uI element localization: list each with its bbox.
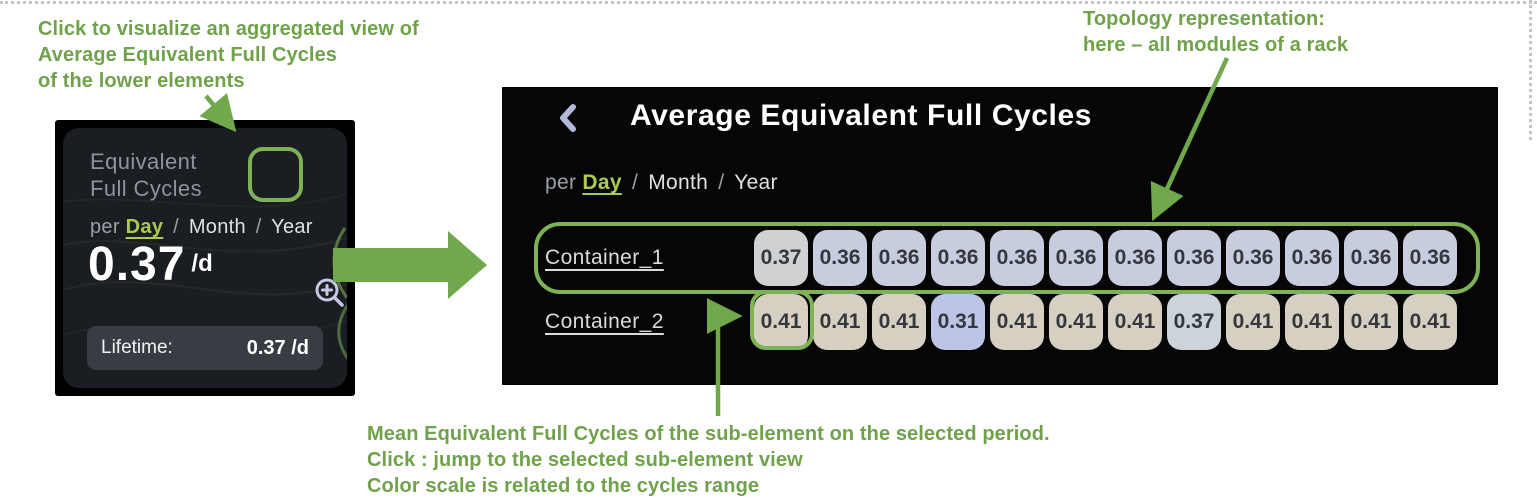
module-cell[interactable]: 0.36: [1049, 230, 1103, 286]
container-link[interactable]: Container_1: [545, 246, 664, 269]
module-cell[interactable]: 0.41: [1344, 294, 1398, 350]
module-cell[interactable]: 0.36: [813, 230, 867, 286]
annotation-topology: Topology representation: here – all modu…: [1083, 8, 1349, 56]
module-cell[interactable]: 0.41: [1226, 294, 1280, 350]
period-year-link[interactable]: Year: [734, 171, 778, 194]
detail-panel: Average Equivalent Full Cycles per Day /…: [502, 87, 1498, 385]
topology-row: Container_2 0.41 0.41 0.41 0.31 0.41 0.41 0.41 0…: [545, 294, 1457, 350]
module-cell[interactable]: 0.36: [990, 230, 1044, 286]
module-cell[interactable]: 0.41: [1285, 294, 1339, 350]
module-cell[interactable]: 0.36: [1167, 230, 1221, 286]
module-cell[interactable]: 0.41: [1049, 294, 1103, 350]
module-cell[interactable]: 0.36: [1226, 230, 1280, 286]
module-cell[interactable]: 0.36: [931, 230, 985, 286]
module-cell[interactable]: 0.41: [990, 294, 1044, 350]
module-cell[interactable]: 0.37: [1167, 294, 1221, 350]
topology-row: Container_1 0.37 0.36 0.36 0.36 0.36 0.36 0.36 0…: [545, 230, 1457, 286]
module-cell[interactable]: 0.41: [1403, 294, 1457, 350]
module-cell[interactable]: 0.36: [1108, 230, 1162, 286]
period-month-link[interactable]: Month: [648, 171, 709, 194]
period-prefix: per: [545, 171, 577, 194]
kpi-card: Equivalent Full Cycles per Day / Month /…: [55, 120, 355, 396]
kpi-card-surface: Equivalent Full Cycles per Day / Month /…: [63, 128, 347, 388]
card-title: Equivalent Full Cycles: [90, 149, 202, 201]
panel-title: Average Equivalent Full Cycles: [630, 99, 1093, 132]
card-period-selector: per Day / Month / Year: [90, 216, 313, 238]
slide-edge-right: [1529, 0, 1532, 140]
topology-rows: Container_1 0.37 0.36 0.36 0.36 0.36 0.36 0.36 0…: [545, 230, 1457, 358]
kpi-unit: /d: [191, 250, 213, 277]
zoom-icon-callout-ring: [248, 147, 303, 202]
module-cell[interactable]: 0.41: [754, 294, 808, 350]
kpi-number: 0.37: [88, 238, 186, 291]
container-link[interactable]: Container_2: [545, 310, 664, 333]
big-arrow: [333, 231, 487, 299]
lifetime-value: 0.37 /d: [246, 336, 309, 359]
module-cell[interactable]: 0.36: [1285, 230, 1339, 286]
period-prefix: per: [90, 216, 120, 238]
module-cell[interactable]: 0.37: [754, 230, 808, 286]
module-cell[interactable]: 0.36: [872, 230, 926, 286]
module-cell[interactable]: 0.36: [1344, 230, 1398, 286]
kpi-value: 0.37 /d: [88, 238, 213, 292]
panel-period-selector: per Day / Month / Year: [545, 171, 778, 194]
annotation-mean-cycles: Mean Equivalent Full Cycles of the sub-e…: [367, 423, 1050, 497]
period-day-link[interactable]: Day: [125, 216, 164, 238]
period-month-link[interactable]: Month: [188, 216, 246, 238]
module-cell[interactable]: 0.36: [1403, 230, 1457, 286]
period-year-link[interactable]: Year: [271, 216, 313, 238]
module-cell[interactable]: 0.41: [1108, 294, 1162, 350]
module-chips: 0.41 0.41 0.41 0.31 0.41 0.41 0.41 0.37 0.41 0.41…: [754, 294, 1457, 350]
module-cell[interactable]: 0.31: [931, 294, 985, 350]
module-cell[interactable]: 0.41: [813, 294, 867, 350]
lifetime-badge: Lifetime: 0.37 /d: [87, 326, 323, 370]
lifetime-label: Lifetime:: [101, 337, 173, 358]
module-chips: 0.37 0.36 0.36 0.36 0.36 0.36 0.36 0.36 0.36 0.36…: [754, 230, 1457, 286]
module-cell[interactable]: 0.41: [872, 294, 926, 350]
annotation-aggregated-view: Click to visualize an aggregated view of…: [38, 18, 419, 92]
slide-edge-top: [0, 1, 1537, 4]
period-day-link[interactable]: Day: [582, 171, 622, 194]
zoom-in-icon[interactable]: [311, 275, 347, 313]
back-button[interactable]: [558, 104, 578, 132]
